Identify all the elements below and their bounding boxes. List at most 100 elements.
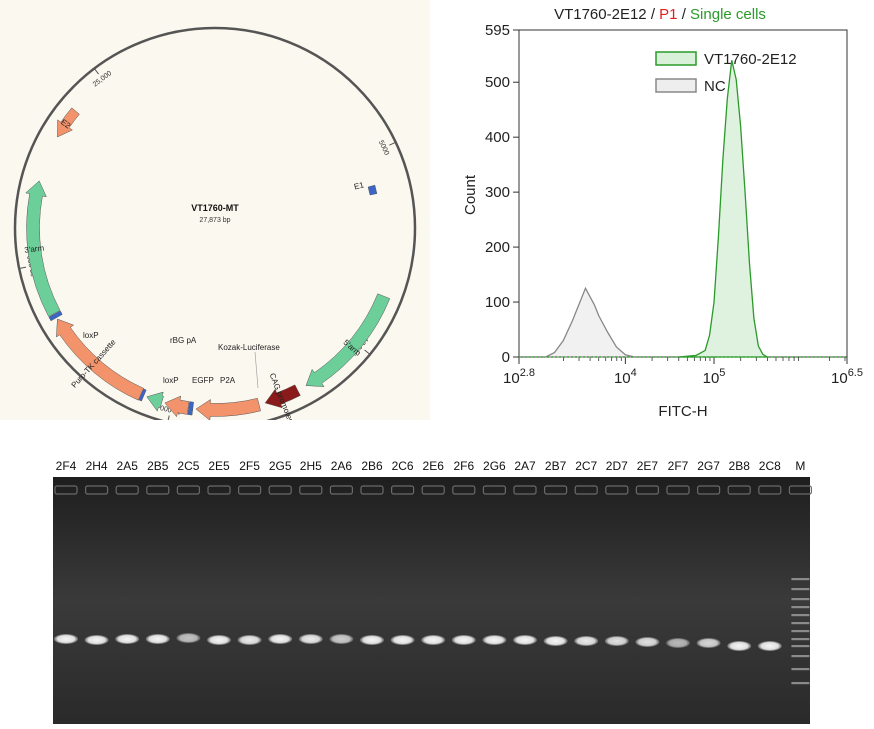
gel-band [452, 635, 476, 645]
lane-label: M [795, 459, 805, 473]
x-tick-base: 10 [503, 370, 520, 387]
y-tick-label: 500 [485, 74, 510, 91]
gel-image [53, 477, 810, 724]
agarose-gel: 2F4 2H4 2A5 2B5 2C5 2E5 2F5 2G5 2H5 2A6 2B6 2C6 2E6 2… [0, 430, 874, 724]
lane-label: 2C8 [759, 459, 781, 473]
feature-label-loxp: loxP [83, 331, 99, 340]
lane-label: 2H5 [300, 459, 322, 473]
plasmid-map: VT1760-MT 27,873 bp 500010,00015,00020,0… [0, 0, 430, 420]
title-part: Single cells [690, 6, 766, 23]
x-axis-label: FITC-H [658, 403, 707, 420]
legend-swatch [656, 52, 696, 65]
ladder-band [791, 598, 809, 600]
gel-band [666, 638, 690, 648]
ladder-band [791, 588, 809, 590]
lane-label: 2E6 [423, 459, 445, 473]
ladder-band [791, 638, 809, 640]
lane-label: 2H4 [86, 459, 108, 473]
title-part: / [678, 6, 691, 23]
lane-label: 2C6 [392, 459, 414, 473]
y-axis-label: Count [462, 174, 479, 215]
legend-label: NC [704, 78, 726, 95]
lane-label: 2G5 [269, 459, 292, 473]
plasmid-backbone [15, 28, 415, 420]
y-tick-label: 300 [485, 184, 510, 201]
lane-label: 2E5 [208, 459, 230, 473]
feature-kozak [196, 398, 261, 420]
lane-label: 2F7 [668, 459, 689, 473]
legend-label: VT1760-2E12 [704, 51, 797, 68]
lane-label: 2C5 [177, 459, 199, 473]
lane-label: 2A7 [514, 459, 536, 473]
gel-band [605, 636, 629, 646]
x-tick-base: 10 [614, 370, 631, 387]
gel-band [54, 634, 78, 644]
ladder-band [791, 606, 809, 608]
gel-band [727, 641, 751, 651]
x-tick-label: 105 [703, 367, 726, 387]
ladder-band [791, 614, 809, 616]
lane-label: 2E7 [637, 459, 659, 473]
title-part: / [647, 6, 660, 23]
feature-label-e1: E1 [353, 180, 365, 191]
gel-band [207, 635, 231, 645]
gel-band [513, 635, 537, 645]
x-tick-exp: 6.5 [848, 367, 863, 379]
lane-label: 2G7 [697, 459, 720, 473]
gel-band [85, 635, 109, 645]
x-tick-base: 10 [703, 370, 720, 387]
gel-band [115, 634, 139, 644]
gel-band [482, 635, 506, 645]
ladder-band [791, 622, 809, 624]
gel-band [299, 634, 323, 644]
feature-label-egfp: EGFP [192, 376, 214, 385]
title-part: P1 [659, 6, 677, 23]
feature-label-rbg: rBG pA [170, 336, 197, 345]
feature-label-loxp-2: loxP [163, 376, 179, 385]
legend-swatch [656, 79, 696, 92]
x-tick-label: 102.8 [503, 367, 535, 387]
gel-band [574, 636, 598, 646]
ladder-band [791, 578, 809, 580]
lane-label: 2A6 [331, 459, 353, 473]
feature-label-kozak: Kozak-Luciferase [218, 343, 280, 352]
lane-label: 2G6 [483, 459, 506, 473]
lane-label: 2F4 [56, 459, 77, 473]
plasmid-map-panel: VT1760-MT 27,873 bp 500010,00015,00020,0… [0, 0, 430, 420]
gel-band [329, 634, 353, 644]
x-tick-label: 106.5 [831, 367, 863, 387]
lane-label: 2B5 [147, 459, 169, 473]
flow-histogram: VT1760-2E12 / P1 / Single cells 01002003… [430, 0, 874, 430]
gel-band [360, 635, 384, 645]
y-tick-label: 400 [485, 129, 510, 146]
lane-label: 2D7 [606, 459, 628, 473]
x-tick-exp: 2.8 [520, 367, 535, 379]
lane-label: 2F5 [239, 459, 260, 473]
map-tick-label: 25,000 [92, 70, 113, 89]
gel-band [758, 641, 782, 651]
gel-band [146, 634, 170, 644]
gel-band [268, 634, 292, 644]
plasmid-size: 27,873 bp [199, 217, 230, 224]
feature-egfp [165, 396, 189, 417]
feature-label-3arm: 3'arm [24, 243, 45, 254]
lane-label: 2B6 [361, 459, 383, 473]
x-tick-exp: 4 [631, 367, 637, 379]
lane-label: 2C7 [575, 459, 597, 473]
gel-panel: 2F4 2H4 2A5 2B5 2C5 2E5 2F5 2G5 2H5 2A6 2B6 2C6 2E6 2… [0, 430, 874, 724]
ladder-band [791, 630, 809, 632]
lane-label: 2F6 [453, 459, 474, 473]
chart-title: VT1760-2E12 / P1 / Single cells [554, 6, 766, 23]
lane-label: 2B8 [729, 459, 751, 473]
title-part: VT1760-2E12 [554, 6, 647, 23]
gel-band [391, 635, 415, 645]
lane-label: 2A5 [117, 459, 139, 473]
lane-label: 2B7 [545, 459, 567, 473]
ladder-band [791, 655, 809, 657]
gel-band [544, 636, 568, 646]
gel-band [697, 638, 721, 648]
y-tick-label: 0 [502, 349, 510, 366]
gel-band [176, 633, 200, 643]
x-tick-label: 104 [614, 367, 637, 387]
